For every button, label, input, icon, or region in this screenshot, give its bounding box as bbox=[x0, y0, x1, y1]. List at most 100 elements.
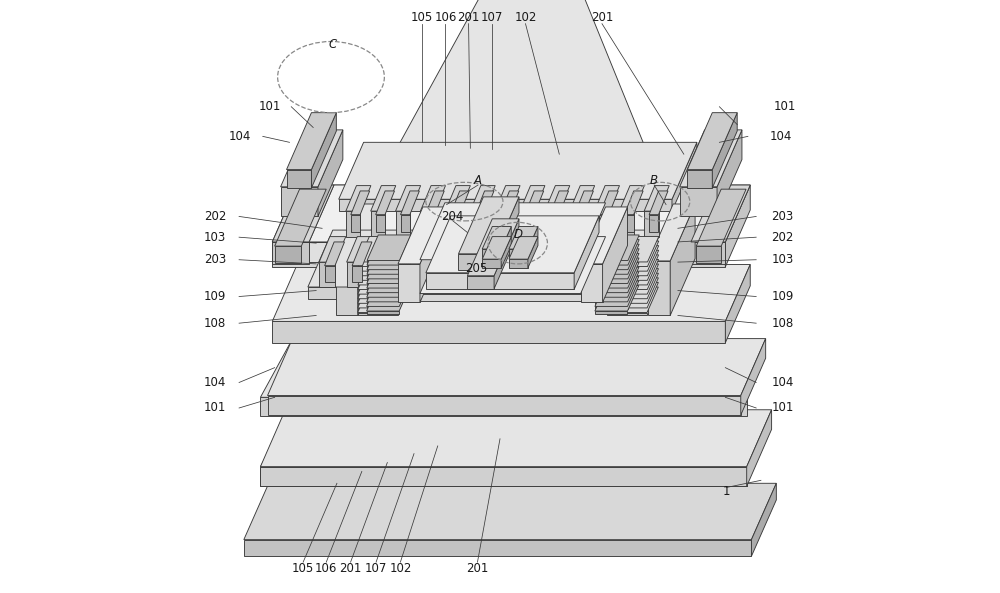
Polygon shape bbox=[687, 113, 737, 170]
Polygon shape bbox=[649, 215, 658, 232]
Polygon shape bbox=[512, 237, 538, 262]
Polygon shape bbox=[595, 270, 628, 273]
Polygon shape bbox=[272, 242, 725, 267]
Polygon shape bbox=[607, 237, 659, 262]
Polygon shape bbox=[457, 237, 483, 262]
Text: 103: 103 bbox=[772, 253, 794, 266]
Polygon shape bbox=[358, 271, 398, 274]
Polygon shape bbox=[751, 483, 776, 556]
Polygon shape bbox=[595, 276, 639, 302]
Polygon shape bbox=[358, 287, 409, 313]
Polygon shape bbox=[367, 265, 400, 268]
Polygon shape bbox=[672, 142, 697, 211]
Polygon shape bbox=[607, 246, 659, 271]
Polygon shape bbox=[367, 267, 411, 292]
Polygon shape bbox=[272, 264, 750, 321]
Polygon shape bbox=[525, 215, 534, 232]
Polygon shape bbox=[581, 264, 603, 302]
Polygon shape bbox=[528, 237, 538, 268]
Polygon shape bbox=[358, 259, 410, 285]
Polygon shape bbox=[244, 540, 751, 556]
Polygon shape bbox=[358, 308, 398, 311]
Polygon shape bbox=[607, 308, 647, 311]
Polygon shape bbox=[376, 191, 395, 215]
Polygon shape bbox=[520, 211, 534, 237]
Polygon shape bbox=[445, 186, 470, 211]
Polygon shape bbox=[725, 185, 750, 267]
Polygon shape bbox=[420, 186, 445, 211]
Polygon shape bbox=[595, 258, 639, 283]
Polygon shape bbox=[495, 186, 520, 211]
Polygon shape bbox=[272, 321, 725, 343]
Polygon shape bbox=[450, 191, 469, 215]
Polygon shape bbox=[595, 281, 639, 307]
Polygon shape bbox=[517, 242, 537, 266]
Polygon shape bbox=[600, 242, 619, 266]
Polygon shape bbox=[380, 242, 399, 266]
Polygon shape bbox=[367, 263, 411, 288]
Polygon shape bbox=[374, 237, 401, 262]
Polygon shape bbox=[475, 191, 494, 215]
Polygon shape bbox=[309, 185, 727, 242]
Polygon shape bbox=[358, 299, 398, 302]
Polygon shape bbox=[358, 294, 398, 297]
Polygon shape bbox=[501, 237, 511, 268]
Text: B: B bbox=[650, 174, 658, 187]
Polygon shape bbox=[619, 211, 634, 237]
Polygon shape bbox=[494, 219, 519, 289]
Polygon shape bbox=[281, 187, 318, 216]
Polygon shape bbox=[309, 242, 702, 262]
Polygon shape bbox=[352, 242, 372, 266]
Polygon shape bbox=[607, 262, 648, 265]
Polygon shape bbox=[550, 191, 569, 215]
Polygon shape bbox=[607, 289, 647, 292]
Polygon shape bbox=[475, 215, 484, 232]
Polygon shape bbox=[420, 237, 606, 294]
Polygon shape bbox=[595, 248, 639, 274]
Text: 201: 201 bbox=[457, 11, 480, 24]
Polygon shape bbox=[482, 249, 501, 258]
Text: C: C bbox=[329, 38, 337, 51]
Polygon shape bbox=[407, 242, 427, 266]
Text: 108: 108 bbox=[204, 317, 226, 330]
Polygon shape bbox=[319, 262, 335, 287]
Polygon shape bbox=[244, 483, 776, 540]
Polygon shape bbox=[272, 185, 334, 242]
Polygon shape bbox=[346, 186, 371, 211]
Polygon shape bbox=[402, 262, 418, 287]
Polygon shape bbox=[351, 215, 360, 232]
Text: 108: 108 bbox=[772, 317, 794, 330]
Polygon shape bbox=[607, 269, 658, 294]
Polygon shape bbox=[509, 249, 528, 258]
Polygon shape bbox=[607, 285, 647, 288]
Polygon shape bbox=[619, 186, 644, 211]
Polygon shape bbox=[747, 410, 772, 486]
Polygon shape bbox=[458, 254, 494, 270]
Text: 107: 107 bbox=[481, 11, 503, 24]
Polygon shape bbox=[691, 185, 750, 242]
Text: 103: 103 bbox=[204, 231, 226, 244]
Polygon shape bbox=[367, 244, 411, 270]
Polygon shape bbox=[367, 235, 411, 260]
Polygon shape bbox=[325, 266, 335, 282]
Polygon shape bbox=[607, 313, 647, 315]
Polygon shape bbox=[367, 281, 410, 307]
Polygon shape bbox=[462, 266, 472, 282]
Polygon shape bbox=[325, 242, 344, 266]
Polygon shape bbox=[500, 215, 509, 232]
Polygon shape bbox=[607, 303, 647, 306]
Polygon shape bbox=[420, 294, 581, 301]
Polygon shape bbox=[367, 240, 411, 265]
Polygon shape bbox=[367, 311, 399, 314]
Text: D: D bbox=[513, 228, 522, 241]
Text: 106: 106 bbox=[434, 11, 457, 24]
Polygon shape bbox=[260, 467, 747, 486]
Polygon shape bbox=[680, 187, 717, 216]
Polygon shape bbox=[572, 266, 582, 282]
Polygon shape bbox=[358, 241, 410, 266]
Polygon shape bbox=[500, 191, 519, 215]
Polygon shape bbox=[426, 273, 574, 289]
Text: 109: 109 bbox=[772, 290, 794, 303]
Polygon shape bbox=[426, 216, 599, 273]
Polygon shape bbox=[545, 186, 570, 211]
